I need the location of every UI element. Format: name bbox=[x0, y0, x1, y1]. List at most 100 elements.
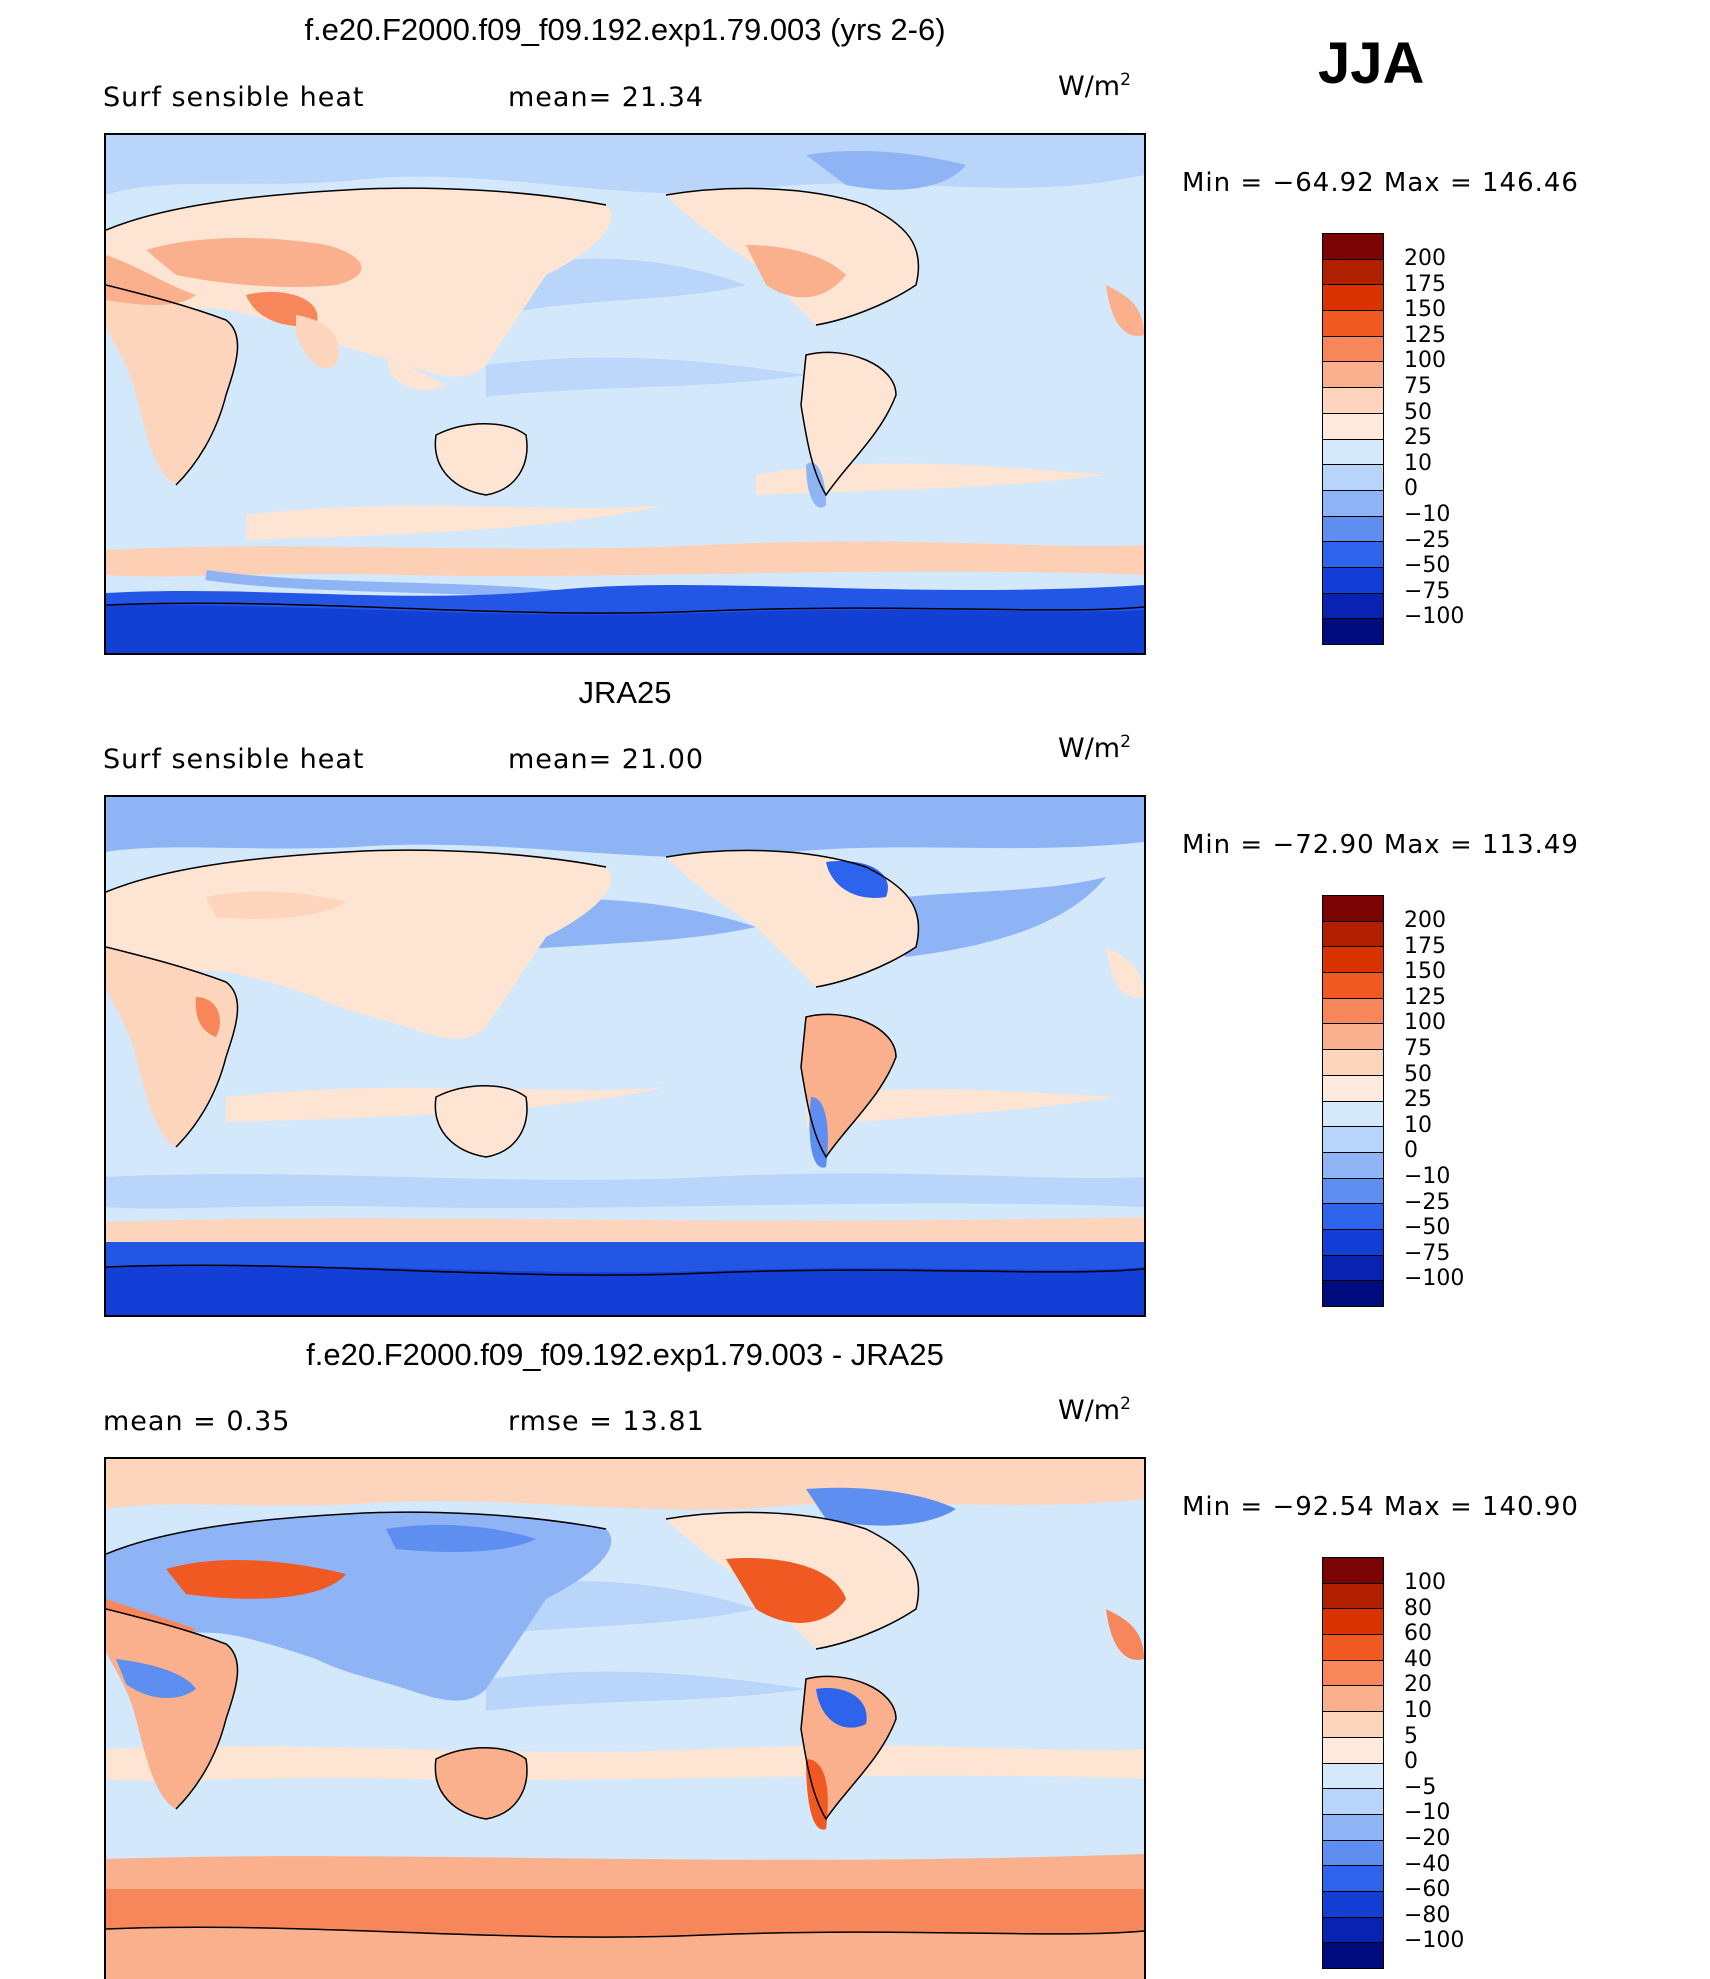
colorbar-label: 175 bbox=[1404, 933, 1446, 959]
colorbar-label: 10 bbox=[1404, 1112, 1432, 1138]
colorbar-swatch bbox=[1323, 1151, 1383, 1178]
colorbar-label: −40 bbox=[1404, 1851, 1451, 1877]
colorbar-swatch bbox=[1323, 920, 1383, 947]
colorbar-swatch bbox=[1323, 361, 1383, 388]
colorbar-swatch bbox=[1323, 997, 1383, 1024]
colorbar-swatch bbox=[1323, 284, 1383, 311]
colorbar-label: −60 bbox=[1404, 1877, 1451, 1903]
panel1-title: f.e20.F2000.f09_f09.192.exp1.79.003 (yrs… bbox=[304, 12, 946, 47]
colorbar-swatch bbox=[1323, 1177, 1383, 1204]
colorbar-swatch bbox=[1323, 1100, 1383, 1127]
colorbar-swatch bbox=[1323, 1634, 1383, 1660]
colorbar-label: −100 bbox=[1404, 1266, 1465, 1292]
colorbar-label: −25 bbox=[1404, 527, 1451, 553]
colorbar-label: −5 bbox=[1404, 1774, 1437, 1800]
colorbar-label: 200 bbox=[1404, 246, 1446, 271]
panel2-title: JRA25 bbox=[578, 675, 672, 710]
colorbar-label: 40 bbox=[1404, 1646, 1432, 1672]
colorbar-swatch bbox=[1323, 1659, 1383, 1686]
colorbar-swatch bbox=[1323, 1126, 1383, 1152]
colorbar-label: 75 bbox=[1404, 373, 1432, 399]
colorbar-label: 0 bbox=[1404, 1749, 1418, 1775]
colorbar-label: 125 bbox=[1404, 322, 1446, 348]
colorbar-label: 20 bbox=[1404, 1672, 1432, 1698]
colorbar-swatch bbox=[1323, 592, 1383, 619]
panel2-colorbar bbox=[1322, 895, 1384, 1307]
colorbar-label: −10 bbox=[1404, 1800, 1451, 1826]
colorbar-swatch bbox=[1323, 1916, 1383, 1943]
panel1-variable-label: Surf sensible heat bbox=[103, 82, 365, 113]
colorbar-label: −10 bbox=[1404, 501, 1451, 527]
colorbar-label: −75 bbox=[1404, 1240, 1451, 1266]
colorbar-swatch bbox=[1323, 1049, 1383, 1075]
colorbar-swatch bbox=[1323, 515, 1383, 542]
panel1-colorbar bbox=[1322, 233, 1384, 645]
colorbar-label: 75 bbox=[1404, 1035, 1432, 1061]
colorbar-swatch bbox=[1323, 566, 1383, 593]
season-label: JJA bbox=[1318, 31, 1425, 96]
panel1-mean-label: mean= 21.34 bbox=[508, 82, 705, 113]
colorbar-label: 100 bbox=[1404, 1570, 1446, 1595]
colorbar-swatch bbox=[1323, 1711, 1383, 1737]
panel3-map bbox=[104, 1457, 1146, 1979]
colorbar-swatch bbox=[1323, 1228, 1383, 1255]
panel2-map bbox=[104, 795, 1146, 1317]
colorbar-swatch bbox=[1323, 1736, 1383, 1763]
colorbar-label: 100 bbox=[1404, 1010, 1446, 1036]
panel2-minmax: Min = −72.90 Max = 113.49 bbox=[1182, 830, 1579, 860]
panel1-colorbar-labels: 200 175 150 125 100 75 50 25 10 0 −10 −25 −50 −75 −100 bbox=[1404, 246, 1464, 630]
panel1-map bbox=[104, 133, 1146, 655]
colorbar-swatch bbox=[1323, 896, 1383, 921]
panel2-mean-label: mean= 21.00 bbox=[508, 744, 705, 775]
colorbar-label: −10 bbox=[1404, 1163, 1451, 1189]
colorbar-swatch bbox=[1323, 1890, 1383, 1917]
colorbar-label: 50 bbox=[1404, 399, 1432, 425]
colorbar-label: −50 bbox=[1404, 553, 1451, 579]
panel3-minmax: Min = −92.54 Max = 140.90 bbox=[1182, 1492, 1579, 1522]
colorbar-label: 5 bbox=[1404, 1723, 1418, 1749]
colorbar-label: −80 bbox=[1404, 1902, 1451, 1928]
colorbar-swatch bbox=[1323, 1788, 1383, 1814]
colorbar-label: 80 bbox=[1404, 1595, 1432, 1621]
panel1-minmax: Min = −64.92 Max = 146.46 bbox=[1182, 168, 1579, 198]
colorbar-swatch bbox=[1323, 1942, 1383, 1968]
colorbar-swatch bbox=[1323, 234, 1383, 259]
colorbar-swatch bbox=[1323, 1280, 1383, 1306]
colorbar-swatch bbox=[1323, 1254, 1383, 1281]
colorbar-swatch bbox=[1323, 1839, 1383, 1866]
colorbar-label: −50 bbox=[1404, 1215, 1451, 1241]
colorbar-swatch bbox=[1323, 258, 1383, 285]
colorbar-swatch bbox=[1323, 1203, 1383, 1229]
panel2-variable-label: Surf sensible heat bbox=[103, 744, 365, 775]
colorbar-swatch bbox=[1323, 489, 1383, 516]
colorbar-swatch bbox=[1323, 1865, 1383, 1891]
colorbar-label: −25 bbox=[1404, 1189, 1451, 1215]
colorbar-swatch bbox=[1323, 1608, 1383, 1635]
colorbar-label: 10 bbox=[1404, 450, 1432, 476]
colorbar-label: −100 bbox=[1404, 604, 1465, 630]
panel3-colorbar-labels: 100 80 60 40 20 10 5 0 −5 −10 −20 −40 −60 −80 −100 bbox=[1404, 1570, 1464, 1954]
colorbar-label: 10 bbox=[1404, 1697, 1432, 1723]
colorbar-swatch bbox=[1323, 1074, 1383, 1101]
colorbar-swatch bbox=[1323, 464, 1383, 490]
colorbar-label: 60 bbox=[1404, 1621, 1432, 1647]
colorbar-label: −75 bbox=[1404, 578, 1451, 604]
colorbar-swatch bbox=[1323, 618, 1383, 644]
colorbar-label: 200 bbox=[1404, 908, 1446, 933]
colorbar-swatch bbox=[1323, 1762, 1383, 1789]
colorbar-label: −100 bbox=[1404, 1928, 1465, 1954]
colorbar-swatch bbox=[1323, 946, 1383, 973]
panel3-mean-label: mean = 0.35 bbox=[103, 1406, 291, 1437]
colorbar-swatch bbox=[1323, 1558, 1383, 1583]
colorbar-swatch bbox=[1323, 972, 1383, 998]
colorbar-swatch bbox=[1323, 1582, 1383, 1609]
colorbar-label: 100 bbox=[1404, 348, 1446, 374]
colorbar-swatch bbox=[1323, 387, 1383, 413]
panel3-colorbar bbox=[1322, 1557, 1384, 1969]
colorbar-swatch bbox=[1323, 310, 1383, 336]
colorbar-label: 175 bbox=[1404, 271, 1446, 297]
colorbar-swatch bbox=[1323, 335, 1383, 362]
colorbar-label: 50 bbox=[1404, 1061, 1432, 1087]
panel2-units: W/m2 bbox=[1058, 732, 1131, 764]
panel2-colorbar-labels: 200 175 150 125 100 75 50 25 10 0 −10 −25 −50 −75 −100 bbox=[1404, 908, 1464, 1292]
